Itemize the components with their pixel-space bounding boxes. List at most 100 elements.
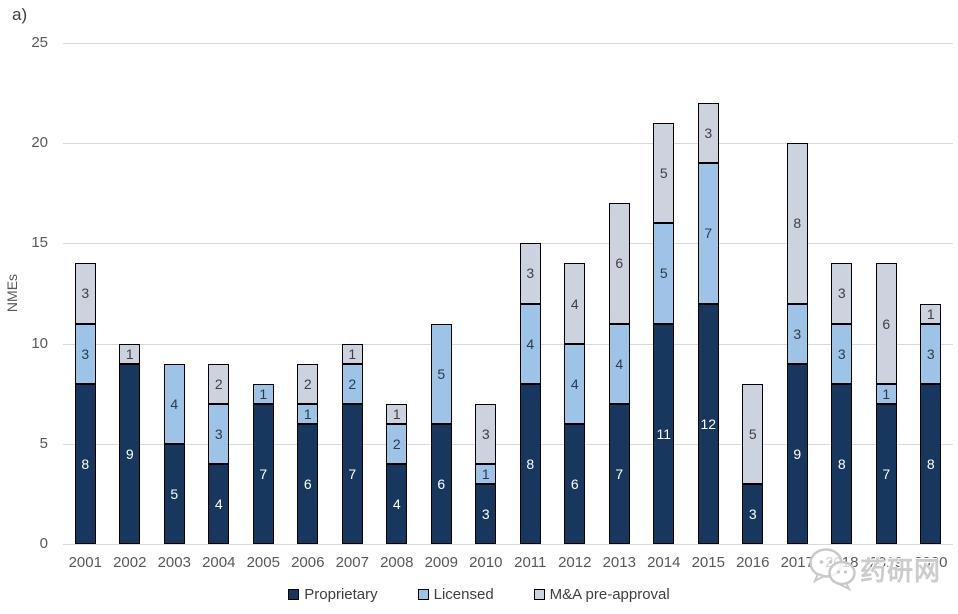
legend-item-proprietary: Proprietary xyxy=(288,586,378,603)
bar-segment-2011-proprietary: 8 xyxy=(519,383,541,544)
bar-segment-2003-licensed: 4 xyxy=(163,363,185,444)
segment-label: 3 xyxy=(81,285,90,302)
bar-segment-2009-licensed: 5 xyxy=(430,323,452,424)
segment-label: 7 xyxy=(615,465,624,482)
bar-segment-2014-m-a-pre-approval: 5 xyxy=(653,123,675,224)
segment-label: 7 xyxy=(348,465,357,482)
segment-label: 3 xyxy=(748,505,757,522)
segment-label: 4 xyxy=(615,355,624,372)
segment-label: 5 xyxy=(437,365,446,382)
x-tick-label-2006: 2006 xyxy=(291,554,325,571)
bar-segment-2014-licensed: 5 xyxy=(653,223,675,324)
x-tick-label-2016: 2016 xyxy=(736,554,770,571)
bar-segment-2020-m-a-pre-approval: 1 xyxy=(920,303,942,324)
bar-segment-2016-m-a-pre-approval: 5 xyxy=(742,383,764,484)
bar-segment-2018-licensed: 3 xyxy=(831,323,853,384)
y-tick-label: 10 xyxy=(31,334,48,352)
legend: Proprietary Licensed M&A pre-approval xyxy=(0,586,958,603)
bar-segment-2004-proprietary: 4 xyxy=(208,463,230,544)
segment-label: 3 xyxy=(837,285,846,302)
bar-segment-2002-proprietary: 9 xyxy=(119,363,141,544)
segment-label: 6 xyxy=(615,255,624,272)
bar-segment-2015-licensed: 7 xyxy=(697,163,719,304)
segment-label: 8 xyxy=(793,215,802,232)
segment-label: 1 xyxy=(125,345,134,362)
x-tick-label-2010: 2010 xyxy=(469,554,503,571)
segment-label: 5 xyxy=(659,265,668,282)
bar-segment-2003-proprietary: 5 xyxy=(163,443,185,544)
bar-segment-2019-licensed: 1 xyxy=(875,383,897,404)
bar-segment-2015-m-a-pre-approval: 3 xyxy=(697,103,719,164)
segment-label: 9 xyxy=(793,445,802,462)
segment-label: 2 xyxy=(303,375,312,392)
bar-segment-2017-m-a-pre-approval: 8 xyxy=(786,143,808,304)
x-tick-label-2015: 2015 xyxy=(691,554,725,571)
bar-segment-2012-licensed: 4 xyxy=(564,343,586,424)
segment-label: 1 xyxy=(882,385,891,402)
x-tick-label-2020: 2020 xyxy=(914,554,948,571)
watermark: 药研网 xyxy=(808,546,941,592)
bar-segment-2011-licensed: 4 xyxy=(519,303,541,384)
legend-label: Proprietary xyxy=(304,586,378,603)
legend-label: M&A pre-approval xyxy=(549,586,670,603)
bar-segment-2018-proprietary: 8 xyxy=(831,383,853,544)
segment-label: 4 xyxy=(392,495,401,512)
gridline-y-5 xyxy=(63,443,953,445)
bar-segment-2004-m-a-pre-approval: 2 xyxy=(208,363,230,404)
x-tick-label-2005: 2005 xyxy=(246,554,280,571)
bar-segment-2009-proprietary: 6 xyxy=(430,423,452,544)
bar-segment-2012-proprietary: 6 xyxy=(564,423,586,544)
x-tick-label-2002: 2002 xyxy=(113,554,147,571)
x-tick-label-2009: 2009 xyxy=(424,554,458,571)
x-tick-label-2013: 2013 xyxy=(602,554,636,571)
bar-segment-2014-proprietary: 11 xyxy=(653,323,675,544)
x-tick-label-2008: 2008 xyxy=(380,554,414,571)
segment-label: 3 xyxy=(926,345,935,362)
chat-bubbles-logo-icon xyxy=(809,548,856,592)
gridline-y-20 xyxy=(63,143,953,145)
bar-segment-2005-proprietary: 7 xyxy=(252,403,274,544)
segment-label: 1 xyxy=(348,345,357,362)
bar-segment-2006-licensed: 1 xyxy=(297,403,319,424)
bar-segment-2006-m-a-pre-approval: 2 xyxy=(297,363,319,404)
segment-label: 6 xyxy=(437,475,446,492)
bar-segment-2008-proprietary: 4 xyxy=(386,463,408,544)
bar-segment-2001-licensed: 3 xyxy=(74,323,96,384)
segment-label: 8 xyxy=(837,455,846,472)
x-tick-label-2019: 2019 xyxy=(869,554,903,571)
x-tick-label-2011: 2011 xyxy=(514,554,547,571)
segment-label: 1 xyxy=(481,465,490,482)
segment-label: 5 xyxy=(170,485,179,502)
bar-segment-2008-m-a-pre-approval: 1 xyxy=(386,403,408,424)
segment-label: 3 xyxy=(481,505,490,522)
legend-label: Licensed xyxy=(433,586,494,603)
segment-label: 3 xyxy=(526,265,535,282)
segment-label: 4 xyxy=(526,335,535,352)
bar-segment-2016-proprietary: 3 xyxy=(742,483,764,544)
bar-segment-2018-m-a-pre-approval: 3 xyxy=(831,263,853,324)
bar-segment-2013-m-a-pre-approval: 6 xyxy=(608,203,630,324)
segment-label: 3 xyxy=(214,425,223,442)
bar-segment-2005-licensed: 1 xyxy=(252,383,274,404)
legend-swatch xyxy=(288,589,300,600)
gridline-y-15 xyxy=(63,243,953,245)
y-tick-label: 0 xyxy=(39,535,48,552)
segment-label: 8 xyxy=(526,455,535,472)
segment-label: 11 xyxy=(656,425,672,442)
legend-item-m-a-pre-approval: M&A pre-approval xyxy=(533,586,670,603)
segment-label: 5 xyxy=(659,165,668,182)
segment-label: 4 xyxy=(570,295,579,312)
segment-label: 8 xyxy=(81,455,90,472)
bar-segment-2019-m-a-pre-approval: 6 xyxy=(875,263,897,384)
segment-label: 6 xyxy=(570,475,579,492)
segment-label: 2 xyxy=(214,375,223,392)
segment-label: 3 xyxy=(837,345,846,362)
segment-label: 4 xyxy=(170,395,179,412)
bar-segment-2002-m-a-pre-approval: 1 xyxy=(119,343,141,364)
segment-label: 8 xyxy=(926,455,935,472)
x-tick-label-2004: 2004 xyxy=(202,554,236,571)
legend-swatch xyxy=(417,589,429,600)
bar-segment-2013-proprietary: 7 xyxy=(608,403,630,544)
legend-swatch xyxy=(533,589,545,600)
